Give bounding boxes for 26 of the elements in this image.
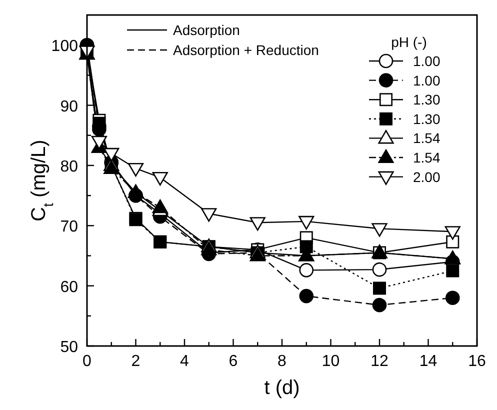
y-tick-label: 60 (60, 278, 78, 296)
x-tick-label: 12 (370, 353, 388, 370)
legend-label: 1.00 (413, 72, 440, 88)
x-tick-label: 2 (131, 353, 140, 370)
y-tick-label: 90 (60, 98, 78, 116)
y-tick-label: 50 (60, 339, 78, 356)
legend-label: 1.54 (413, 130, 440, 146)
x-tick-label: 10 (322, 353, 340, 370)
x-tick-label: 14 (419, 353, 438, 370)
x-tick-label: 4 (180, 353, 190, 370)
legend-label: 2.00 (413, 168, 440, 185)
y-tick-label: 70 (60, 218, 78, 236)
x-tick-label: 16 (468, 353, 486, 370)
x-tick-label: 6 (228, 353, 238, 370)
legend-label: 1.30 (413, 92, 440, 108)
x-tick-label: 8 (278, 353, 287, 370)
annotation: Adsorption + Reduction (173, 42, 319, 58)
legend-label: 1.00 (413, 53, 440, 69)
y-tick-label: 100 (51, 38, 78, 56)
y-tick-label: 80 (60, 158, 78, 176)
x-axis-title: t (d) (264, 377, 300, 399)
legend-label: 1.54 (413, 150, 440, 166)
legend-label: 1.30 (413, 110, 440, 127)
legend-title: pH (-) (391, 34, 427, 50)
annotation: Adsorption (173, 22, 240, 38)
x-tick-label: 0 (82, 353, 92, 370)
